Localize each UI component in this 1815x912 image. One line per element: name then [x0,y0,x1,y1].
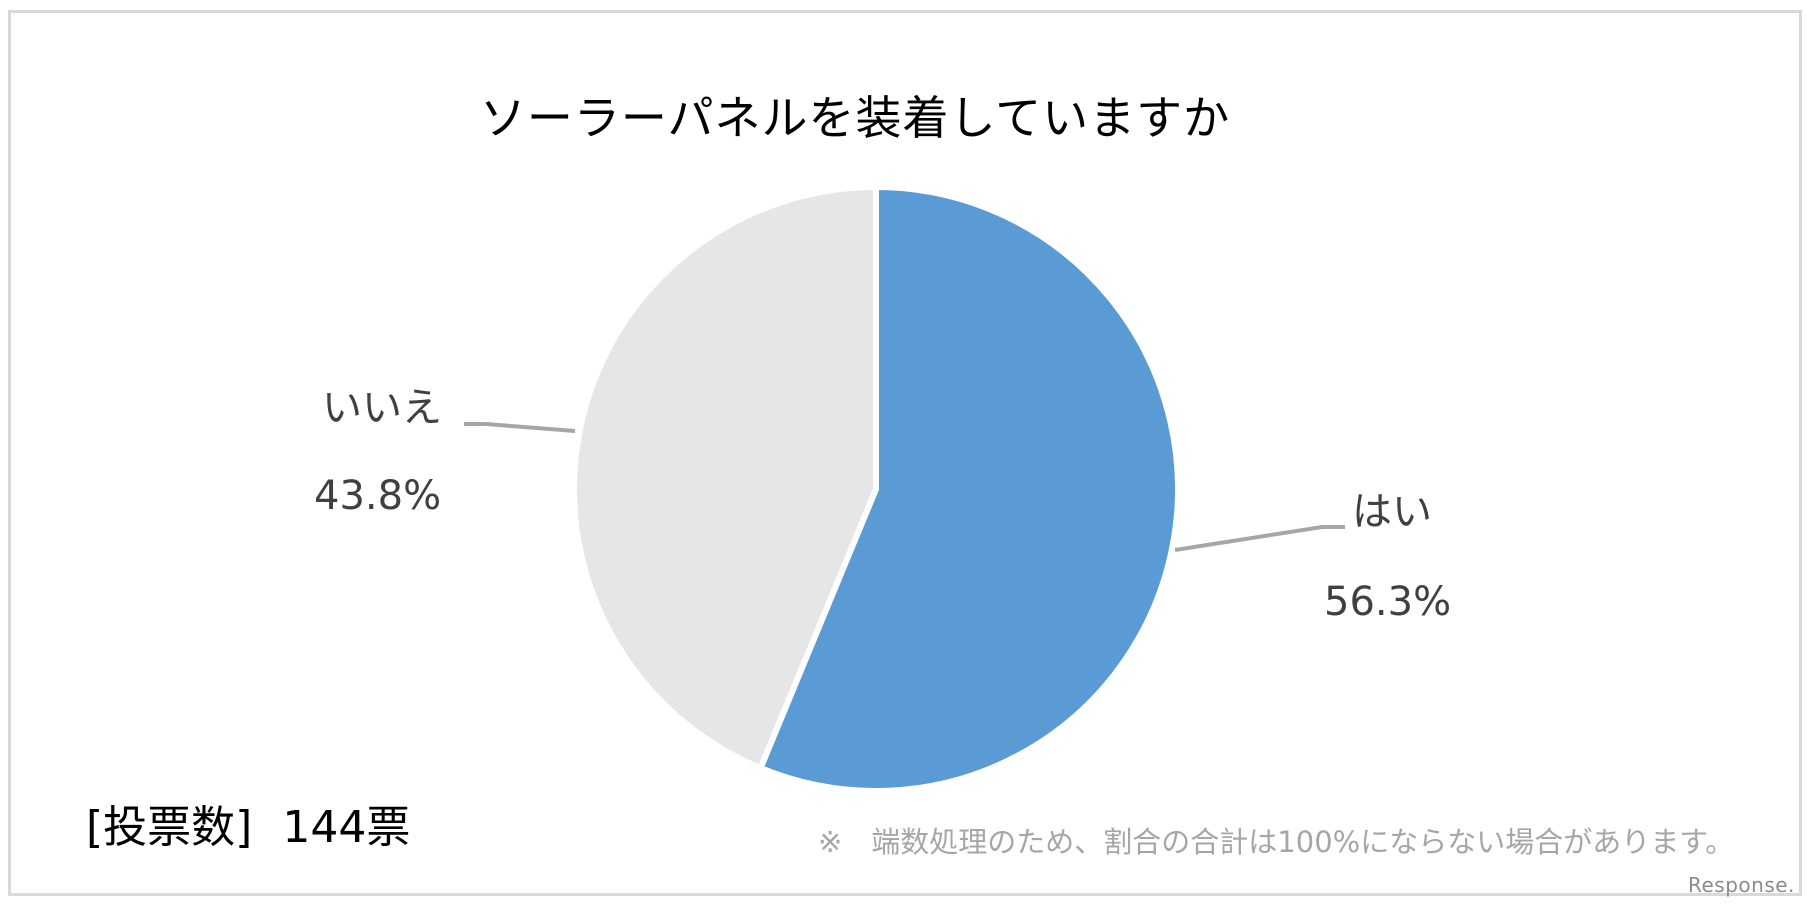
label-no-category: いいえ [322,385,442,431]
label-yes-value: 56.3% [1324,579,1452,625]
chart-title: ソーラーパネルを装着していますか [479,91,1231,145]
pie-slices [571,183,1181,794]
vote-count: [投票数] 144票 [86,800,410,856]
label-yes-category: はい [1352,489,1432,535]
leader-line-no [464,422,576,433]
leader-line-yes [1174,525,1345,552]
label-no-value: 43.8% [314,473,442,519]
pie-slice-no [571,183,879,772]
rounding-note: ※ 端数処理のため、割合の合計は100%にならない場合があります。 [818,825,1735,859]
vote-count-label: [投票数] [86,802,253,853]
vote-count-value: 144票 [282,802,411,853]
pie-slice-yes [756,183,1181,794]
response-watermark: Response. [1688,873,1795,897]
